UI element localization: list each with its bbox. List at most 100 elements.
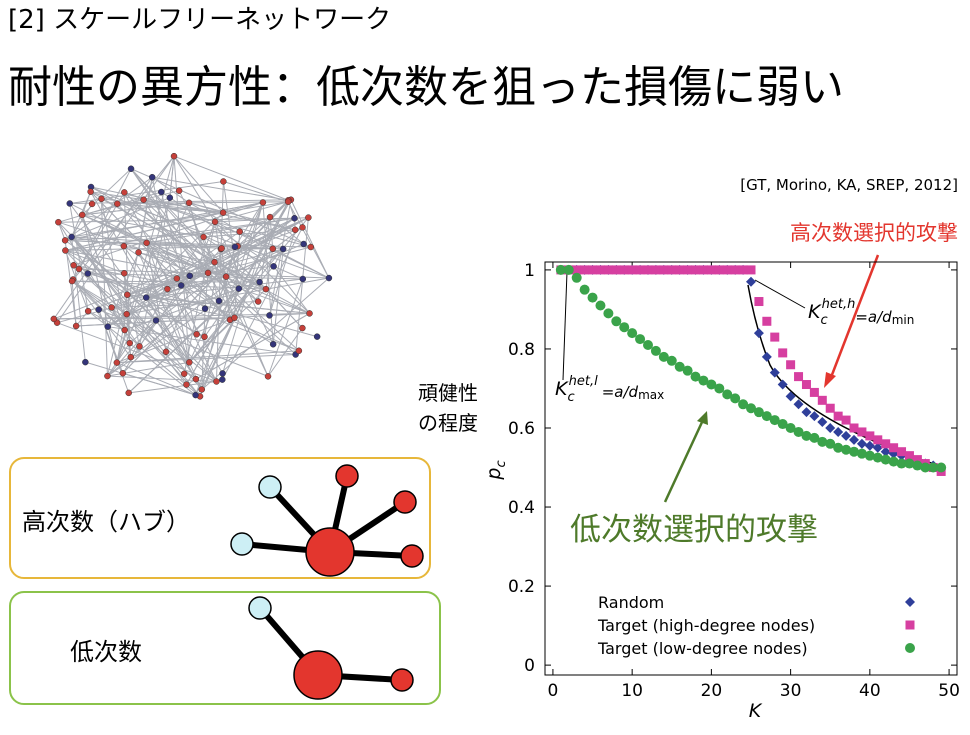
node: [300, 276, 306, 282]
point: [580, 285, 590, 295]
node: [194, 331, 200, 337]
y-tick-label: 0.6: [508, 419, 535, 439]
node: [128, 166, 134, 172]
point: [651, 346, 661, 356]
point: [881, 439, 890, 448]
node: [178, 282, 184, 288]
node: [260, 199, 266, 205]
node: [314, 334, 320, 340]
node: [285, 199, 291, 205]
legend-label: Random: [598, 593, 664, 612]
node: [51, 316, 57, 322]
point: [635, 334, 645, 344]
node: [105, 324, 111, 330]
x-tick-label: 30: [780, 681, 802, 701]
node: [280, 246, 286, 252]
node: [201, 234, 207, 240]
node: [167, 195, 173, 201]
point: [794, 372, 803, 381]
title: 耐性の異方性：低次数を狙った損傷に弱い: [8, 62, 844, 113]
point: [739, 265, 748, 274]
point: [873, 435, 882, 444]
point: [707, 265, 716, 274]
node: [136, 343, 142, 349]
node: [85, 271, 91, 277]
point: [770, 368, 780, 378]
node: [62, 248, 68, 254]
node: [291, 215, 297, 221]
node: [186, 200, 192, 206]
y-tick-label: 1: [524, 261, 535, 281]
point: [636, 265, 645, 274]
point: [747, 265, 756, 274]
node: [164, 286, 170, 292]
x-tick-label: 0: [548, 681, 559, 701]
node: [62, 237, 68, 243]
annotation: 低次数選択的攻撃: [570, 512, 818, 548]
node: [307, 310, 313, 316]
node: [181, 371, 187, 377]
node: [212, 259, 218, 265]
threshold-label: Kchet,l=a/dmax: [555, 374, 664, 405]
node: [257, 279, 263, 285]
point: [699, 265, 708, 274]
point: [643, 340, 653, 350]
node: [69, 278, 75, 284]
node: [299, 224, 305, 230]
point: [619, 322, 629, 332]
t: min: [892, 313, 915, 327]
node: [144, 240, 150, 246]
node: [114, 360, 120, 366]
point: [770, 333, 779, 342]
node: [122, 327, 128, 333]
legend-label: Target (low-degree nodes): [597, 639, 808, 658]
node: [199, 386, 205, 392]
node: [271, 263, 277, 269]
node: [79, 212, 85, 218]
node: [121, 270, 127, 276]
point: [644, 265, 653, 274]
node: [265, 373, 271, 379]
y-tick-label: 0.2: [508, 577, 535, 597]
legend-label: Target (high-degree nodes): [597, 616, 815, 635]
node: [127, 340, 133, 346]
point: [762, 317, 771, 326]
node: [109, 304, 115, 310]
node: [89, 201, 95, 207]
point: [802, 380, 811, 389]
node: [220, 178, 226, 184]
node: [301, 241, 307, 247]
point: [754, 297, 763, 306]
node: [266, 312, 272, 318]
t: het,h: [822, 297, 856, 312]
node: [193, 392, 199, 398]
subtitle: [2] スケールフリーネットワーク: [8, 5, 391, 35]
point: [603, 308, 613, 318]
point: [667, 356, 677, 366]
point: [628, 265, 637, 274]
t: c: [567, 390, 574, 405]
annotation: 頑健性: [418, 381, 478, 405]
node: [55, 219, 61, 225]
node: [186, 359, 192, 365]
node: [292, 227, 298, 233]
node: [124, 311, 130, 317]
node: [237, 229, 243, 235]
point: [572, 273, 582, 283]
node: [73, 323, 79, 329]
x-tick-label: 20: [701, 681, 723, 701]
node: [71, 262, 77, 268]
point: [612, 265, 621, 274]
x-tick-label: 40: [859, 681, 881, 701]
point: [850, 423, 859, 432]
point: [675, 265, 684, 274]
node: [232, 244, 238, 250]
point: [651, 265, 660, 274]
node: [98, 196, 104, 202]
node: [267, 214, 273, 220]
edge: [174, 156, 288, 200]
t: max: [638, 388, 664, 402]
node: [143, 295, 149, 301]
node: [202, 306, 208, 312]
